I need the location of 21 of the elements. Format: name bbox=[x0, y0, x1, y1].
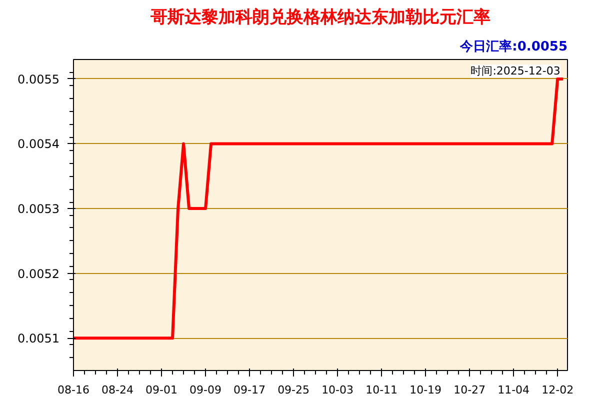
x-tick-label: 10-03 bbox=[322, 384, 354, 396]
x-tick-label: 11-04 bbox=[498, 384, 530, 396]
x-tick-label: 09-01 bbox=[146, 384, 178, 396]
x-tick-label: 09-17 bbox=[234, 384, 266, 396]
x-tick-label: 12-02 bbox=[542, 384, 574, 396]
y-tick-label: 0.0052 bbox=[18, 266, 60, 281]
y-tick-label: 0.0051 bbox=[18, 332, 60, 346]
x-tick-label: 08-16 bbox=[58, 384, 90, 396]
y-tick-label: 0.0054 bbox=[18, 137, 60, 152]
text: 今日汇率:0.0055 bbox=[459, 38, 568, 54]
annotation: 时间:2025-12-03 bbox=[470, 64, 560, 78]
y-tick-label: 0.0055 bbox=[18, 72, 60, 86]
x-tick-label: 10-19 bbox=[410, 384, 442, 396]
x-tick-label: 09-25 bbox=[278, 384, 310, 396]
line-series bbox=[74, 77, 565, 340]
x-tick-label: 08-24 bbox=[102, 384, 134, 396]
x-tick-label: 10-27 bbox=[454, 384, 486, 396]
x-tick-label: 10-11 bbox=[366, 384, 398, 396]
x-tick-label: 09-09 bbox=[190, 384, 222, 396]
chart-title: 哥斯达黎加科朗兑换格林纳达东加勒比元汇率 bbox=[150, 8, 490, 28]
y-tick-label: 0.0053 bbox=[18, 202, 60, 216]
